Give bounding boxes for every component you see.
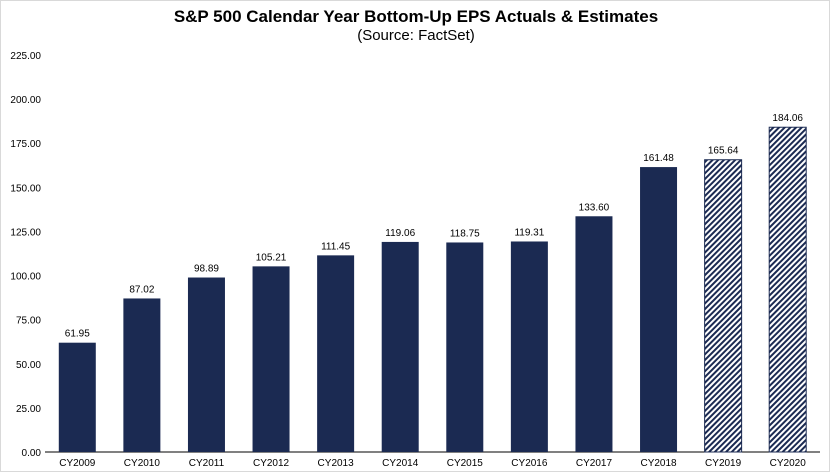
x-tick-label-cy2011: CY2011 <box>189 458 225 469</box>
data-label-cy2014: 119.06 <box>385 228 415 239</box>
bar-cy2018 <box>640 167 678 452</box>
y-tick-label: 75.00 <box>16 316 41 327</box>
data-label-cy2009: 61.95 <box>65 329 90 340</box>
data-label-cy2010: 87.02 <box>129 284 154 295</box>
x-tick-label-cy2012: CY2012 <box>253 458 290 469</box>
x-tick-label-cy2010: CY2010 <box>124 458 161 469</box>
bar-cy2010 <box>123 298 161 452</box>
x-tick-label-cy2015: CY2015 <box>447 458 484 469</box>
x-tick-label-cy2014: CY2014 <box>382 458 419 469</box>
x-tick-label-cy2018: CY2018 <box>640 458 677 469</box>
data-label-cy2012: 105.21 <box>256 252 287 263</box>
y-tick-label: 25.00 <box>16 404 41 415</box>
data-label-cy2016: 119.31 <box>514 227 544 238</box>
bar-cy2012 <box>252 266 290 452</box>
y-tick-label: 50.00 <box>16 360 41 371</box>
x-tick-label-cy2017: CY2017 <box>576 458 613 469</box>
data-labels-group: 61.95 87.02 98.89 105.21 111.45 119.06 118.75 1… <box>65 113 804 339</box>
y-tick-label: 175.00 <box>10 139 41 150</box>
bars-group <box>58 126 807 453</box>
bar-cy2013 <box>317 255 355 452</box>
y-tick-label: 225.00 <box>10 51 41 62</box>
bar-cy2020 <box>768 126 807 453</box>
x-tick-label-cy2020: CY2020 <box>770 458 807 469</box>
x-tick-label-cy2013: CY2013 <box>318 458 355 469</box>
y-tick-label: 0.00 <box>22 448 42 459</box>
y-axis-tick-labels: 0.00 25.00 50.00 75.00 100.00 125.00 150.00 175… <box>10 51 41 459</box>
bar-cy2014 <box>381 241 419 452</box>
bar-cy2017 <box>575 216 613 452</box>
bar-cy2019 <box>704 159 743 453</box>
bar-cy2015 <box>446 242 484 452</box>
chart-subtitle: (Source: FactSet) <box>357 27 475 44</box>
x-axis-tick-labels: CY2009 CY2010 CY2011 CY2012 CY2013 CY2014 CY20… <box>59 458 806 469</box>
bar-cy2009 <box>58 342 96 452</box>
chart-title: S&P 500 Calendar Year Bottom-Up EPS Actu… <box>173 7 659 26</box>
y-tick-label: 150.00 <box>10 183 41 194</box>
data-label-cy2018: 161.48 <box>643 153 674 164</box>
data-label-cy2011: 98.89 <box>194 264 219 275</box>
data-label-cy2019: 165.64 <box>708 146 739 157</box>
data-label-cy2020: 184.06 <box>772 113 803 124</box>
y-tick-label: 200.00 <box>10 95 41 106</box>
x-tick-label-cy2016: CY2016 <box>511 458 548 469</box>
x-tick-label-cy2019: CY2019 <box>705 458 742 469</box>
y-tick-label: 125.00 <box>10 227 41 238</box>
y-tick-label: 100.00 <box>10 272 41 283</box>
data-label-cy2017: 133.60 <box>579 202 610 213</box>
data-label-cy2013: 111.45 <box>321 241 351 252</box>
x-tick-label-cy2009: CY2009 <box>59 458 96 469</box>
bar-cy2011 <box>187 277 225 452</box>
bar-cy2016 <box>510 241 548 452</box>
data-label-cy2015: 118.75 <box>450 228 480 239</box>
